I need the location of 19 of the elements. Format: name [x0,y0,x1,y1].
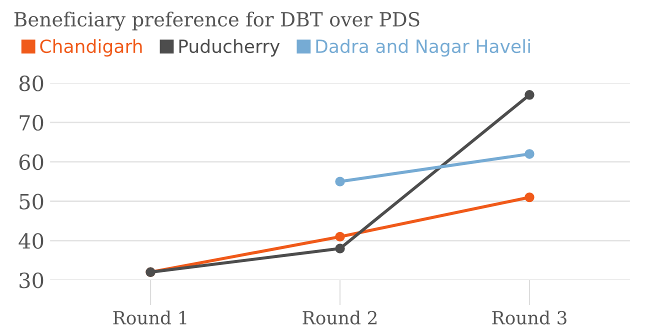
legend-label: Dadra and Nagar Haveli [316,39,530,57]
legend-label: Puducherry [179,39,280,57]
x-tick-label: Round 1 [113,310,186,325]
point [524,149,534,159]
y-tick-label: 50 [20,194,44,210]
legend-label: Chandigarh [40,39,142,57]
y-tick-label: 70 [20,114,44,131]
y-tick-label: 30 [20,272,44,288]
y-tick-label: 60 [19,154,44,170]
y-tick-label: 80 [19,76,44,92]
point [335,176,345,186]
point [335,232,345,242]
point [524,192,534,202]
point [335,244,345,254]
x-tick-label: Round 3 [492,310,566,325]
chart-title: Beneficiary preference for DBT over PDS [14,12,420,31]
point [524,90,534,100]
x-tick-label: Round 2 [302,310,376,325]
y-tick-label: 40 [18,233,44,249]
